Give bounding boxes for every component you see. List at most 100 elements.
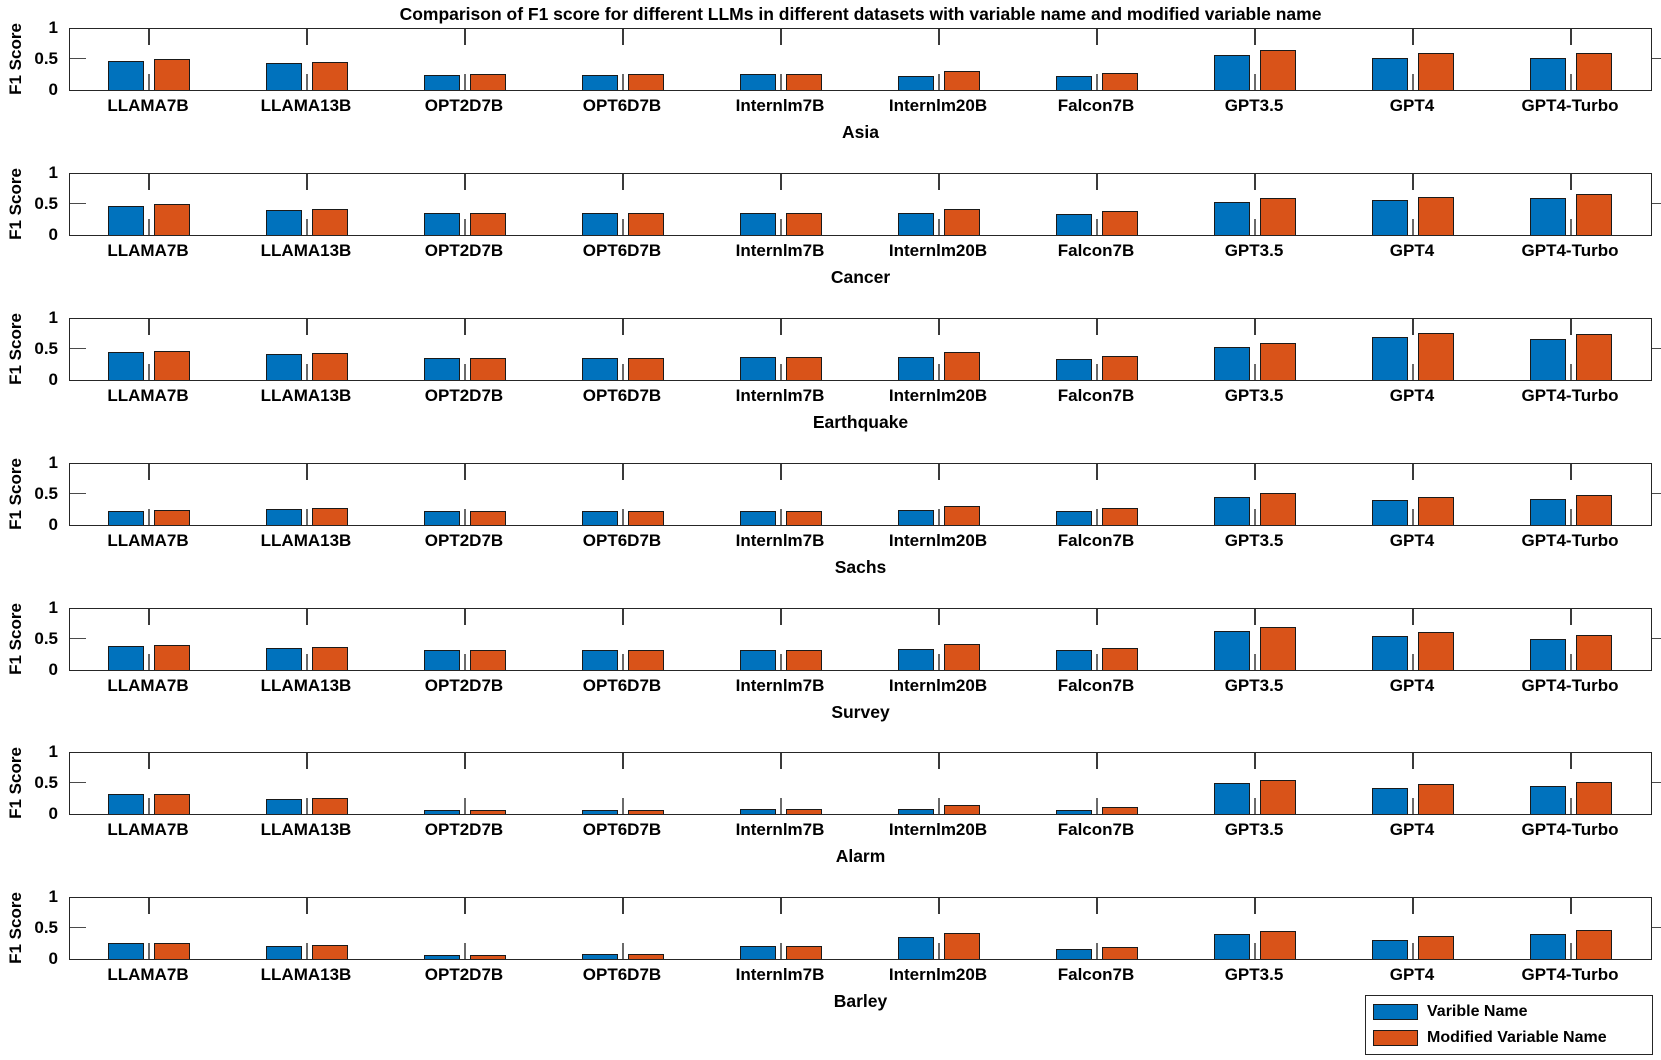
y-tick-mark <box>1652 637 1661 639</box>
x-tick-mark <box>1570 74 1572 90</box>
bar-varible-name-internlm20b <box>898 937 934 959</box>
bar-modified-variable-name-opt2d7b <box>470 955 506 959</box>
bar-modified-variable-name-internlm7b <box>786 946 822 959</box>
y-tick-label: 0 <box>48 369 58 389</box>
x-tick-label-opt6d7b: OPT6D7B <box>582 96 662 115</box>
x-tick-mark <box>1570 364 1572 380</box>
x-tick-mark <box>1412 943 1414 959</box>
bar-varible-name-gpt4 <box>1372 200 1408 235</box>
x-tick-mark-top <box>1254 319 1256 335</box>
x-tick-label-gpt4: GPT4 <box>1389 820 1435 839</box>
bar-modified-variable-name-opt2d7b <box>470 74 506 90</box>
x-tick-mark <box>938 654 940 670</box>
bar-varible-name-llama7b <box>108 206 144 235</box>
x-tick-mark-top <box>780 609 782 625</box>
x-tick-mark-top <box>622 464 624 480</box>
x-tick-label-falcon7b: Falcon7B <box>1057 241 1135 260</box>
x-tick-mark <box>938 798 940 814</box>
x-tick-mark-top <box>1412 174 1414 190</box>
x-tick-mark <box>464 364 466 380</box>
bar-varible-name-llama13b <box>266 354 302 380</box>
bar-varible-name-llama13b <box>266 799 302 814</box>
x-tick-mark-top <box>1570 464 1572 480</box>
bar-varible-name-llama7b <box>108 646 144 670</box>
x-tick-mark <box>1096 798 1098 814</box>
bar-modified-variable-name-gpt4-turbo <box>1576 53 1612 90</box>
bar-modified-variable-name-opt2d7b <box>470 213 506 235</box>
bar-varible-name-falcon7b <box>1056 650 1092 670</box>
x-tick-label-opt2d7b: OPT2D7B <box>424 386 504 405</box>
bar-modified-variable-name-llama13b <box>312 508 348 525</box>
x-tick-label-opt6d7b: OPT6D7B <box>582 531 662 550</box>
x-tick-label-gpt4-turbo: GPT4-Turbo <box>1521 676 1619 695</box>
plot-box <box>69 608 1661 671</box>
y-tick-label: 0 <box>48 659 58 679</box>
subplot-earthquake: F1 Score 1 0.5 0 LLAMA7B LLAMA13B OPT2D7B OPT6D… <box>0 308 1661 463</box>
y-tick-mark <box>1652 926 1661 928</box>
bar-modified-variable-name-llama7b <box>154 943 190 959</box>
bar-varible-name-gpt3-5 <box>1214 497 1250 525</box>
bar-varible-name-internlm20b <box>898 213 934 235</box>
x-tick-label-internlm20b: Internlm20B <box>888 820 988 839</box>
bar-varible-name-opt2d7b <box>424 511 460 525</box>
x-tick-mark-top <box>1570 174 1572 190</box>
x-tick-mark <box>148 364 150 380</box>
subplot-alarm: F1 Score 1 0.5 0 LLAMA7B LLAMA13B OPT2D7B OPT6D… <box>0 742 1661 897</box>
x-tick-mark-top <box>780 753 782 769</box>
bar-varible-name-opt6d7b <box>582 358 618 380</box>
y-tick-label: 0 <box>48 514 58 534</box>
legend-label-varible-name: Varible Name <box>1427 1003 1528 1020</box>
bar-modified-variable-name-gpt4 <box>1418 53 1454 90</box>
x-tick-mark-top <box>464 29 466 45</box>
x-tick-label-llama13b: LLAMA13B <box>260 820 352 839</box>
bar-varible-name-llama7b <box>108 511 144 525</box>
bar-modified-variable-name-internlm7b <box>786 357 822 380</box>
bar-varible-name-gpt3-5 <box>1214 347 1250 380</box>
bar-modified-variable-name-llama13b <box>312 353 348 380</box>
x-tick-label-internlm7b: Internlm7B <box>735 386 825 405</box>
bar-varible-name-gpt3-5 <box>1214 631 1250 670</box>
x-tick-label-gpt3-5: GPT3.5 <box>1224 386 1284 405</box>
subplot-sachs: F1 Score 1 0.5 0 LLAMA7B LLAMA13B OPT2D7B OPT6D… <box>0 453 1661 608</box>
bar-modified-variable-name-llama7b <box>154 794 190 814</box>
bar-modified-variable-name-internlm7b <box>786 213 822 235</box>
y-tick-label: 1 <box>48 887 58 906</box>
bar-varible-name-gpt4 <box>1372 636 1408 670</box>
bar-modified-variable-name-opt2d7b <box>470 358 506 380</box>
y-tick-mark <box>1652 57 1661 59</box>
x-tick-label-gpt4-turbo: GPT4-Turbo <box>1521 96 1619 115</box>
x-tick-mark <box>622 219 624 235</box>
x-tick-mark <box>780 798 782 814</box>
x-tick-mark-top <box>938 898 940 914</box>
bar-varible-name-opt6d7b <box>582 75 618 90</box>
bar-varible-name-gpt4-turbo <box>1530 934 1566 959</box>
y-tick-label: 0.5 <box>34 628 58 648</box>
x-tick-mark-top <box>1096 319 1098 335</box>
x-tick-label-llama7b: LLAMA7B <box>107 386 189 405</box>
x-tick-mark <box>622 509 624 525</box>
x-tick-mark <box>464 943 466 959</box>
y-tick-mark <box>1652 202 1661 204</box>
x-tick-mark-top <box>622 29 624 45</box>
bar-modified-variable-name-falcon7b <box>1102 211 1138 235</box>
bar-modified-variable-name-gpt4 <box>1418 497 1454 525</box>
x-tick-mark-top <box>622 319 624 335</box>
x-tick-mark-top <box>1570 753 1572 769</box>
bar-varible-name-gpt3-5 <box>1214 202 1250 235</box>
y-tick-mark <box>70 492 86 494</box>
x-tick-mark <box>464 654 466 670</box>
x-tick-label-gpt4: GPT4 <box>1389 676 1435 695</box>
bar-varible-name-llama7b <box>108 352 144 380</box>
bar-varible-name-opt6d7b <box>582 954 618 959</box>
bar-varible-name-gpt4 <box>1372 500 1408 525</box>
x-tick-label-gpt4: GPT4 <box>1389 386 1435 405</box>
x-tick-mark <box>1412 654 1414 670</box>
bar-modified-variable-name-internlm7b <box>786 74 822 90</box>
bar-modified-variable-name-gpt3-5 <box>1260 343 1296 380</box>
subplot-cancer: F1 Score 1 0.5 0 LLAMA7B LLAMA13B OPT2D7B OPT6D… <box>0 163 1661 318</box>
bar-varible-name-gpt4-turbo <box>1530 198 1566 235</box>
x-tick-mark-top <box>1570 29 1572 45</box>
x-tick-mark-top <box>1412 753 1414 769</box>
bar-varible-name-internlm7b <box>740 511 776 525</box>
